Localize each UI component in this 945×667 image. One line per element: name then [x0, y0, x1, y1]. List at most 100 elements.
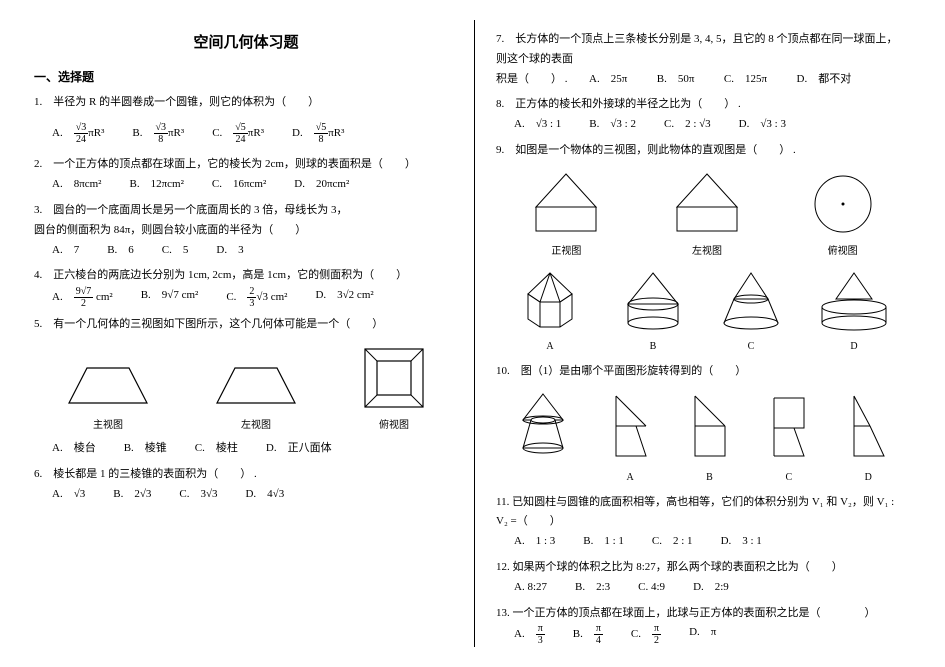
q3-opt-b: B. 6	[107, 241, 134, 261]
q1-opt-c: C. √524πR³	[212, 122, 264, 145]
q10-opt-d-fig	[846, 390, 891, 465]
q9-side-view	[667, 169, 747, 239]
q1: 1. 半径为 R 的半圆卷成一个圆锥，则它的体积为（ ） A. √324πR³ …	[34, 93, 458, 146]
q3: 3. 圆台的一个底面周长是另一个底面周长的 3 倍，母线长为 3， 圆台的侧面积…	[34, 201, 458, 260]
right-column: 7. 长方体的一个顶点上三条棱长分别是 3, 4, 5，且它的 8 个顶点都在同…	[482, 20, 922, 647]
q10-opt-b-fig	[687, 390, 732, 465]
q3-opt-a: A. 7	[52, 241, 79, 261]
q12-stem: 12. 如果两个球的体积之比为 8:27，那么两个球的表面积之比为（ ）	[496, 558, 908, 578]
q6-opt-d: D. 4√3	[245, 485, 284, 505]
q5-top-view	[359, 343, 429, 413]
q5-opt-c: C. 棱柱	[195, 439, 238, 459]
q6-opt-c: C. 3√3	[179, 485, 217, 505]
q10-caps: A B C D	[496, 469, 908, 487]
q4-opts: A. 9√72 cm² B. 9√7 cm² C. 23√3 cm² D. 3√…	[34, 286, 458, 309]
q10: 10. 图（1）是由哪个平面图形旋转得到的（ ）	[496, 362, 908, 487]
q9-opt-a-fig	[510, 269, 590, 334]
q12: 12. 如果两个球的体积之比为 8:27，那么两个球的表面积之比为（ ） A. …	[496, 558, 908, 598]
q4: 4. 正六棱台的两底边长分别为 1cm, 2cm，高是 1cm，它的侧面积为（ …	[34, 266, 458, 309]
q4-opt-a: A. 9√72 cm²	[52, 286, 113, 309]
q2: 2. 一个正方体的顶点都在球面上，它的棱长为 2cm，则球的表面积是（ ） A.…	[34, 155, 458, 195]
q5-main-view	[63, 358, 153, 413]
q13-opt-a: A. π3	[514, 623, 545, 646]
q9-views	[496, 169, 908, 239]
q12-opts: A. 8:27 B. 2:3 C. 4:9 D. 2:9	[496, 578, 908, 598]
q8-opts: A. √3 : 1 B. √3 : 2 C. 2 : √3 D. √3 : 3	[496, 115, 908, 135]
q5-caps: 主视图 左视图 俯视图	[34, 417, 458, 435]
q10-figs	[496, 390, 908, 465]
q6-stem: 6. 棱长都是 1 的三棱锥的表面积为（ ） .	[34, 465, 458, 485]
q2-opts: A. 8πcm² B. 12πcm² C. 16πcm² D. 20πcm²	[34, 175, 458, 195]
column-divider	[474, 20, 475, 647]
q11-opts: A. 1 : 3 B. 1 : 1 C. 2 : 1 D. 3 : 1	[496, 532, 908, 552]
q6: 6. 棱长都是 1 的三棱锥的表面积为（ ） . A. √3 B. 2√3 C.…	[34, 465, 458, 505]
q9-opt-c-fig	[716, 269, 786, 334]
q7-stem2: 积是（ ） . A. 25π B. 50π C. 125π D. 都不对	[496, 70, 908, 90]
q4-opt-d: D. 3√2 cm²	[315, 286, 373, 309]
q8-opt-c: C. 2 : √3	[664, 115, 711, 135]
q5-cap1: 主视图	[63, 417, 153, 435]
q5-opt-d: D. 正八面体	[266, 439, 332, 459]
q9-opt-b-fig	[618, 269, 688, 334]
section-heading: 一、选择题	[34, 67, 458, 89]
q2-opt-d: D. 20πcm²	[294, 175, 349, 195]
q1-stem: 1. 半径为 R 的半圆卷成一个圆锥，则它的体积为（ ）	[34, 93, 458, 113]
q9-opt-caps: A B C D	[496, 338, 908, 356]
q7-stem: 7. 长方体的一个顶点上三条棱长分别是 3, 4, 5，且它的 8 个顶点都在同…	[496, 30, 908, 70]
q2-opt-c: C. 16πcm²	[212, 175, 266, 195]
q13-opt-c: C. π2	[631, 623, 661, 646]
q6-opt-b: B. 2√3	[113, 485, 151, 505]
q8-stem: 8. 正方体的棱长和外接球的半径之比为（ ） .	[496, 95, 908, 115]
q5-figs	[34, 343, 458, 413]
q10-opt-a-fig	[608, 390, 653, 465]
q9-front-view	[526, 169, 606, 239]
q3-stem2: 圆台的侧面积为 84π，则圆台较小底面的半径为（ ）	[34, 221, 458, 241]
q3-opts: A. 7 B. 6 C. 5 D. 3	[34, 241, 458, 261]
q5-stem: 5. 有一个几何体的三视图如下图所示，这个几何体可能是一个（ ）	[34, 315, 458, 335]
q8-opt-b: B. √3 : 2	[589, 115, 636, 135]
q9-top-view	[808, 169, 878, 239]
worksheet-page: 空间几何体习题 一、选择题 1. 半径为 R 的半圆卷成一个圆锥，则它的体积为（…	[0, 0, 945, 667]
q10-opt-c-fig	[766, 390, 811, 465]
q6-opt-a: A. √3	[52, 485, 85, 505]
q5: 5. 有一个几何体的三视图如下图所示，这个几何体可能是一个（ ）	[34, 315, 458, 459]
q10-fig1	[513, 390, 573, 465]
q1-opt-d: D. √58πR³	[292, 122, 344, 145]
q11-stem: 11. 已知圆柱与圆锥的底面积相等，高也相等，它们的体积分别为 V₁ 和 V₂，…	[496, 493, 908, 533]
q2-stem: 2. 一个正方体的顶点都在球面上，它的棱长为 2cm，则球的表面积是（ ）	[34, 155, 458, 175]
q3-opt-c: C. 5	[162, 241, 189, 261]
q5-left-view	[211, 358, 301, 413]
q8: 8. 正方体的棱长和外接球的半径之比为（ ） . A. √3 : 1 B. √3…	[496, 95, 908, 135]
q4-opt-c: C. 23√3 cm²	[226, 286, 287, 309]
q9-opt-d-fig	[814, 269, 894, 334]
q4-stem: 4. 正六棱台的两底边长分别为 1cm, 2cm，高是 1cm，它的侧面积为（ …	[34, 266, 458, 286]
left-column: 空间几何体习题 一、选择题 1. 半径为 R 的半圆卷成一个圆锥，则它的体积为（…	[20, 20, 472, 647]
q13-opt-d: D. π	[689, 623, 716, 646]
q13-opt-b: B. π4	[573, 623, 603, 646]
q2-opt-b: B. 12πcm²	[129, 175, 183, 195]
q5-opt-a: A. 棱台	[52, 439, 96, 459]
q9: 9. 如图是一个物体的三视图，则此物体的直观图是（ ） . 正视图	[496, 141, 908, 356]
q13-opts: A. π3 B. π4 C. π2 D. π	[496, 623, 908, 646]
q5-opts: A. 棱台 B. 棱锥 C. 棱柱 D. 正八面体	[34, 439, 458, 459]
q1-opt-a: A. √324πR³	[52, 122, 104, 145]
q3-stem1: 3. 圆台的一个底面周长是另一个底面周长的 3 倍，母线长为 3，	[34, 201, 458, 221]
q8-opt-a: A. √3 : 1	[514, 115, 561, 135]
q8-opt-d: D. √3 : 3	[739, 115, 786, 135]
q5-cap2: 左视图	[211, 417, 301, 435]
q5-opt-b: B. 棱锥	[124, 439, 167, 459]
q9-options-figs	[496, 269, 908, 334]
q6-opts: A. √3 B. 2√3 C. 3√3 D. 4√3	[34, 485, 458, 505]
q13: 13. 一个正方体的顶点都在球面上，此球与正方体的表面积之比是（ ） A. π3…	[496, 604, 908, 647]
page-title: 空间几何体习题	[34, 30, 458, 57]
q3-opt-d: D. 3	[216, 241, 243, 261]
q1-opt-b: B. √38πR³	[132, 122, 184, 145]
q1-opts: A. √324πR³ B. √38πR³ C. √524πR³ D. √58πR…	[34, 122, 458, 145]
q5-cap3: 俯视图	[359, 417, 429, 435]
q7: 7. 长方体的一个顶点上三条棱长分别是 3, 4, 5，且它的 8 个顶点都在同…	[496, 30, 908, 89]
q13-stem: 13. 一个正方体的顶点都在球面上，此球与正方体的表面积之比是（ ）	[496, 604, 908, 624]
q11: 11. 已知圆柱与圆锥的底面积相等，高也相等，它们的体积分别为 V₁ 和 V₂，…	[496, 493, 908, 552]
q10-stem: 10. 图（1）是由哪个平面图形旋转得到的（ ）	[496, 362, 908, 382]
q9-view-caps: 正视图 左视图 俯视图	[496, 243, 908, 261]
q2-opt-a: A. 8πcm²	[52, 175, 101, 195]
